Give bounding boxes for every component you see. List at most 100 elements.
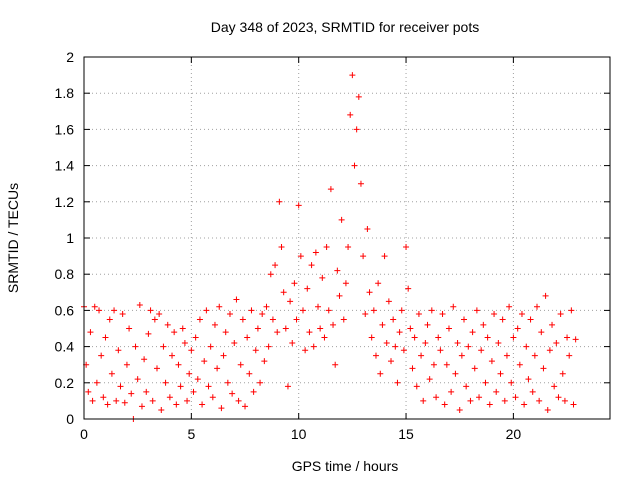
y-tick-label: 2 [66,49,74,65]
data-point [351,162,358,169]
data-point [121,399,128,406]
data-point [166,394,173,401]
y-tick-label: 1.6 [55,121,75,137]
data-point [147,307,154,314]
data-point [267,271,274,278]
data-point [372,352,379,359]
data-point [366,289,373,296]
data-point [381,253,388,260]
data-point [242,403,249,410]
data-point [564,334,571,341]
data-point [506,303,513,310]
data-point [229,390,236,397]
data-point [162,379,169,386]
data-point [353,126,360,133]
data-point [261,358,268,365]
data-point [254,325,261,332]
data-point [572,336,579,343]
data-point [207,343,214,350]
data-point [424,321,431,328]
data-point [538,329,545,336]
y-tick-label: 0.4 [55,339,75,355]
data-point [467,397,474,404]
data-point [216,303,223,310]
data-point [349,72,356,79]
x-tick-labels: 0 5 10 15 20 [80,426,521,442]
data-point [108,370,115,377]
data-point [529,388,536,395]
data-point [503,352,510,359]
data-point [540,365,547,372]
data-point [388,358,395,365]
data-point [282,325,289,332]
data-point [218,405,225,412]
data-point [327,186,334,193]
data-point [98,352,105,359]
data-point [482,379,489,386]
x-tick-label: 15 [398,426,414,442]
data-point [145,330,152,337]
data-point [330,321,337,328]
data-point [499,316,506,323]
data-point [491,311,498,318]
axis-ticks [83,56,610,420]
y-tick-label: 0.8 [55,266,75,282]
data-point [93,379,100,386]
data-point [276,198,283,205]
data-point [224,379,231,386]
data-point [134,376,141,383]
data-point [360,253,367,260]
data-point [214,365,221,372]
data-point [263,303,270,310]
data-point [398,307,405,314]
data-point [151,316,158,323]
data-point [422,339,429,346]
data-point [340,316,347,323]
data-point [111,307,118,314]
data-point [203,307,210,314]
data-point [456,406,463,413]
data-point [458,352,465,359]
data-point [413,383,420,390]
chart-title: Day 348 of 2023, SRMTID for receiver pot… [211,19,479,35]
data-point [392,343,399,350]
data-point [104,401,111,408]
y-tick-label: 0 [66,411,74,427]
data-point [192,334,199,341]
data-point [379,321,386,328]
data-point [186,370,193,377]
data-point [158,406,165,413]
data-point [299,307,306,314]
data-point [205,383,212,390]
data-point [91,303,98,310]
data-point [289,339,296,346]
data-point [527,316,534,323]
data-point [557,311,564,318]
data-point [435,334,442,341]
data-point [508,379,515,386]
data-point [551,383,558,390]
data-point [136,301,143,308]
data-point [246,370,253,377]
data-point [291,280,298,287]
data-point [259,311,266,318]
data-point [233,296,240,303]
data-point [450,303,457,310]
data-point [484,334,491,341]
data-point [338,216,345,223]
data-point [325,307,332,314]
data-point [561,397,568,404]
data-point [304,285,311,292]
data-point [375,280,382,287]
data-point [265,343,272,350]
data-point [323,244,330,251]
data-point [244,334,251,341]
y-tick-label: 0.2 [55,375,75,391]
data-points [81,72,579,422]
data-point [480,321,487,328]
data-point [143,388,150,395]
data-point [544,406,551,413]
data-point [181,339,188,346]
data-point [117,383,124,390]
